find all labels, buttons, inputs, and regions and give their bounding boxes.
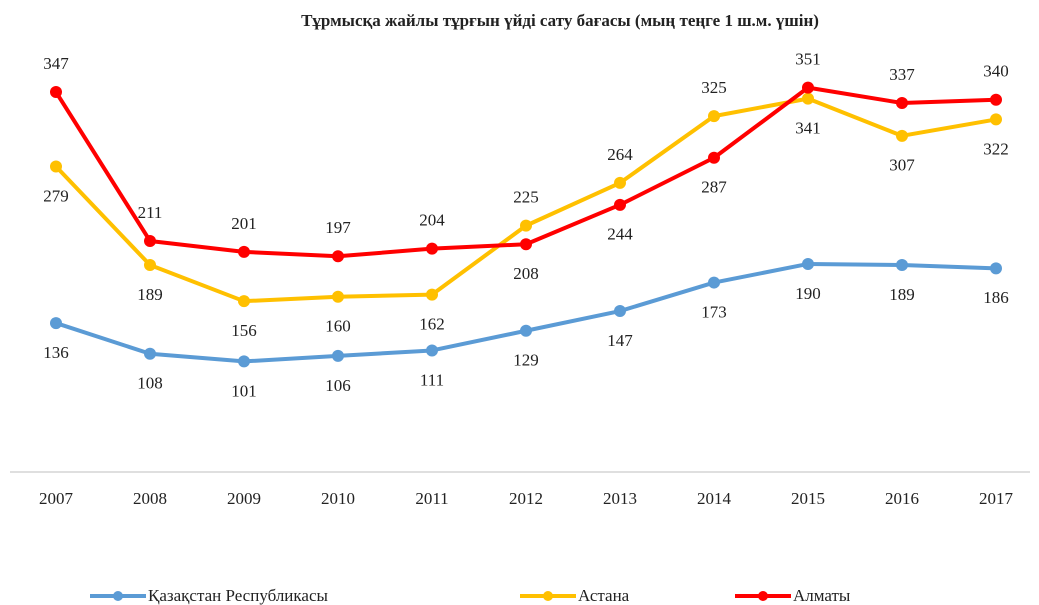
data-label: 204: [419, 211, 445, 230]
marker: [990, 262, 1002, 275]
marker: [50, 160, 62, 173]
data-label: 340: [983, 62, 1009, 81]
data-label: 264: [607, 145, 633, 164]
data-label: 197: [325, 218, 351, 237]
marker: [238, 295, 250, 308]
marker: [144, 234, 156, 247]
marker: [332, 290, 344, 303]
data-label: 351: [795, 50, 821, 69]
data-label: 287: [701, 178, 727, 197]
marker: [520, 238, 532, 251]
marker: [614, 176, 626, 189]
legend-label: Астана: [578, 586, 630, 605]
marker: [144, 259, 156, 272]
data-label: 189: [889, 285, 915, 304]
marker: [332, 349, 344, 362]
data-label: 341: [795, 119, 821, 138]
data-label: 136: [43, 343, 69, 362]
data-label: 307: [889, 156, 915, 175]
marker: [426, 288, 438, 301]
x-tick-label: 2011: [415, 489, 448, 508]
data-label: 337: [889, 65, 915, 84]
x-tick-label: 2012: [509, 489, 543, 508]
chart-title: Тұрмысқа жайлы тұрғын үйді сату бағасы (…: [301, 11, 819, 30]
data-label: 147: [607, 331, 633, 350]
legend-marker: [758, 591, 768, 601]
marker: [802, 257, 814, 270]
data-label: 201: [231, 214, 257, 233]
data-label: 211: [138, 203, 163, 222]
marker: [802, 92, 814, 105]
marker: [990, 93, 1002, 106]
marker: [708, 110, 720, 123]
marker: [144, 347, 156, 360]
marker: [50, 317, 62, 330]
marker: [426, 242, 438, 255]
data-label: 279: [43, 186, 69, 205]
data-label: 208: [513, 264, 539, 283]
marker: [896, 259, 908, 272]
data-label: 129: [513, 351, 539, 370]
data-label: 347: [43, 54, 69, 73]
marker: [614, 305, 626, 318]
x-tick-label: 2009: [227, 489, 261, 508]
data-label: 106: [325, 376, 351, 395]
marker: [332, 250, 344, 263]
x-tick-label: 2007: [39, 489, 74, 508]
legend-marker: [543, 591, 553, 601]
data-label: 156: [231, 321, 257, 340]
marker: [520, 324, 532, 337]
legend-marker: [113, 591, 123, 601]
data-label: 173: [701, 302, 727, 321]
x-tick-label: 2013: [603, 489, 637, 508]
data-label: 162: [419, 315, 445, 334]
marker: [990, 113, 1002, 126]
marker: [426, 344, 438, 357]
marker: [802, 81, 814, 94]
data-label: 244: [607, 225, 633, 244]
legend-label: Қазақстан Республикасы: [148, 586, 328, 605]
marker: [708, 276, 720, 289]
marker: [708, 151, 720, 164]
data-label: 225: [513, 188, 539, 207]
x-tick-label: 2010: [321, 489, 355, 508]
data-label: 325: [701, 78, 727, 97]
x-tick-label: 2015: [791, 489, 825, 508]
marker: [238, 245, 250, 258]
marker: [896, 96, 908, 109]
data-label: 189: [137, 285, 163, 304]
marker: [50, 86, 62, 99]
data-label: 322: [983, 139, 1009, 158]
data-label: 101: [231, 381, 257, 400]
x-tick-label: 2016: [885, 489, 919, 508]
data-label: 111: [420, 370, 444, 389]
data-label: 186: [983, 288, 1009, 307]
x-tick-label: 2008: [133, 489, 167, 508]
marker: [520, 219, 532, 232]
data-label: 160: [325, 317, 351, 336]
marker: [614, 198, 626, 211]
data-label: 190: [795, 284, 821, 303]
x-tick-label: 2014: [697, 489, 732, 508]
data-label: 108: [137, 374, 163, 393]
marker: [896, 129, 908, 142]
legend-label: Алматы: [793, 586, 851, 605]
x-tick-label: 2017: [979, 489, 1014, 508]
marker: [238, 355, 250, 368]
